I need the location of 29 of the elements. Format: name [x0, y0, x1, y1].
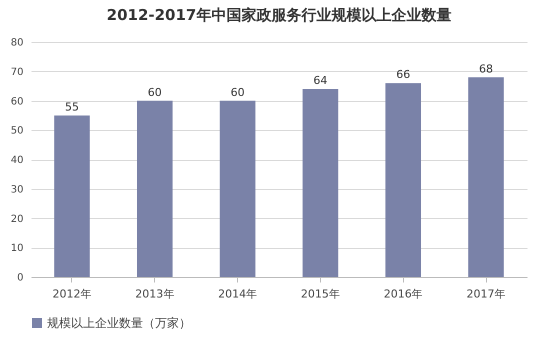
data-label: 68	[479, 62, 494, 76]
x-tick-label: 2013年	[135, 288, 174, 300]
y-tick-label: 80	[10, 38, 24, 48]
bar	[220, 100, 256, 277]
x-tick-label: 2016年	[384, 288, 423, 300]
x-tick-label: 2014年	[218, 288, 258, 300]
y-tick-label: 60	[10, 96, 24, 108]
y-tick-label: 30	[10, 184, 24, 196]
y-tick-label: 10	[10, 243, 24, 254]
data-label: 66	[396, 68, 410, 82]
x-tick-label: 2015年	[300, 288, 340, 300]
y-tick-label: 50	[10, 126, 24, 137]
y-tick-label: 70	[10, 66, 24, 78]
data-label: 60	[230, 86, 245, 99]
x-tick-label: 2017年	[466, 288, 506, 300]
y-tick-label: 40	[10, 155, 24, 166]
bar	[54, 115, 90, 277]
bar	[302, 89, 338, 277]
y-tick-label: 20	[10, 214, 24, 225]
data-label: 60	[148, 86, 162, 99]
legend-label: 规模以上企业数量（万家）	[47, 316, 191, 330]
bar	[468, 77, 504, 277]
bar	[385, 83, 422, 277]
x-tick-label: 2012年	[52, 288, 92, 300]
data-label: 64	[313, 74, 328, 87]
bar	[136, 100, 173, 277]
y-tick-label: 0	[17, 272, 24, 284]
data-label: 55	[64, 100, 79, 114]
chart-title: 2012-2017年中国家政服务行业规模以上企业数量	[106, 6, 452, 24]
